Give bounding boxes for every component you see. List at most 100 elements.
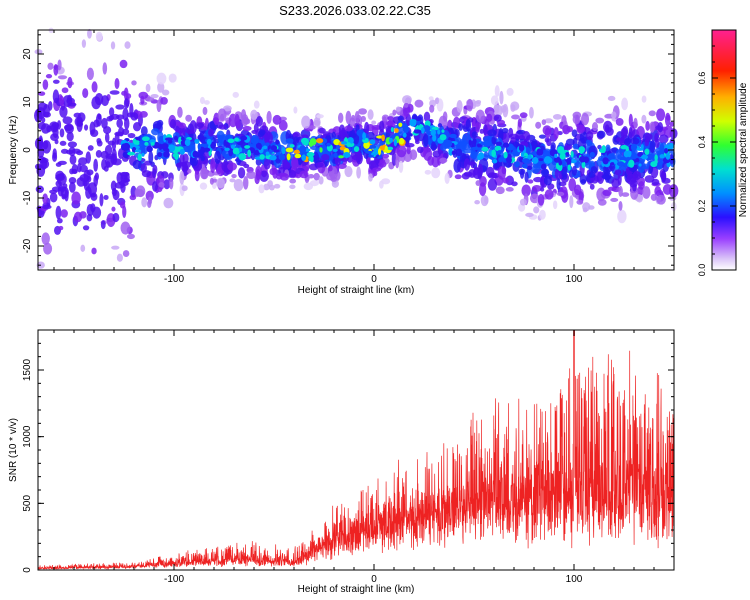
- spectrogram-cell: [74, 116, 83, 127]
- spectrogram-cell: [49, 192, 58, 203]
- spectrogram-cell: [644, 139, 650, 147]
- spectrogram-cell: [615, 118, 624, 126]
- spectrogram-cell: [194, 169, 200, 182]
- x-tick-label: 0: [371, 574, 377, 585]
- spectrogram-cell: [278, 120, 288, 131]
- spectrogram-cell: [432, 150, 441, 158]
- spectrogram-cell: [616, 161, 625, 167]
- spectrogram-cell: [387, 146, 394, 151]
- spectrogram-cell: [285, 147, 294, 153]
- spectrogram-cell: [158, 181, 165, 188]
- spectrogram-cell: [431, 144, 438, 151]
- spectrogram-cell: [127, 132, 136, 139]
- colorbar: 0.0 0.2 0.4 0.6 Normalized spectral amplitu…: [697, 29, 749, 276]
- spectrogram-cell: [169, 119, 177, 129]
- spectrogram-cell: [285, 138, 294, 144]
- spectrogram-cell: [458, 123, 463, 131]
- spectrogram-cell: [561, 190, 569, 203]
- spectrogram-cell: [644, 133, 653, 141]
- spectrogram-cell: [529, 106, 534, 119]
- spectrogram-cell: [103, 194, 109, 200]
- spectrogram-cell: [468, 139, 472, 146]
- spectrogram-cell: [247, 149, 251, 158]
- spectrogram-cell: [67, 76, 73, 89]
- spectrogram-cell: [299, 170, 309, 179]
- spectrogram-cell: [321, 153, 330, 161]
- spectrogram-cell: [597, 144, 602, 150]
- spectrogram-cell: [167, 144, 176, 152]
- spectrogram-cell: [580, 179, 587, 184]
- spectrogram-cell: [64, 189, 69, 202]
- spectrogram-cell: [365, 150, 373, 154]
- spectrogram-cell: [635, 157, 640, 163]
- spectrogram-cell: [576, 199, 584, 205]
- spectrogram-cell: [306, 152, 315, 157]
- spectrogram-cell: [45, 73, 53, 79]
- spectrogram-cell: [230, 144, 236, 150]
- spectrogram-cell: [381, 114, 390, 122]
- spectrogram-cell: [53, 63, 59, 76]
- spectrogram-cell: [471, 131, 478, 138]
- spectrogram-cell: [654, 159, 658, 165]
- spectrogram-cell: [363, 141, 370, 149]
- spectrogram-cell: [654, 154, 658, 162]
- spectrogram-cell: [472, 138, 477, 145]
- spectrogram-cell: [179, 148, 185, 155]
- spectrogram-cell: [265, 151, 270, 156]
- spectrogram-cell: [597, 130, 606, 139]
- spectrogram-cell: [607, 153, 614, 161]
- spectrogram-cell: [59, 105, 68, 118]
- spectrogram-cell: [301, 134, 309, 140]
- spectrogram-cell: [360, 115, 366, 122]
- spectrogram-cell: [573, 184, 582, 196]
- spectrogram-cell: [303, 182, 314, 191]
- spectrogram-cell: [231, 173, 237, 179]
- spectrogram-cell: [144, 141, 149, 146]
- spectrogram-cell: [163, 197, 174, 209]
- spectrogram-cell: [510, 104, 516, 112]
- colorbar-tick-label: 0.2: [697, 200, 707, 213]
- spectrogram-cell: [445, 140, 453, 147]
- spectrogram-cell: [134, 149, 142, 153]
- spectrogram-cell: [122, 250, 130, 257]
- spectrogram-cell: [85, 151, 91, 164]
- spectrogram-cell: [474, 200, 480, 205]
- spectrogram-cell: [119, 59, 128, 69]
- spectrogram-cell: [134, 188, 140, 198]
- spectrogram-cell: [283, 162, 291, 170]
- spectrogram-cell: [161, 143, 169, 150]
- y-tick-label: -20: [22, 238, 33, 253]
- spectrogram-cell: [463, 158, 471, 171]
- spectrogram-cell: [223, 139, 227, 147]
- spectrogram-cell: [34, 137, 43, 150]
- spectrogram-cell: [349, 117, 356, 127]
- spectrogram-cell: [527, 179, 534, 184]
- spectrogram-cell: [581, 161, 586, 169]
- spectrogram-cell: [398, 137, 405, 145]
- spectrogram-cell: [630, 186, 639, 200]
- spectrogram-cell: [91, 247, 97, 255]
- spectrogram-cell: [465, 119, 472, 132]
- spectrogram-cell: [557, 146, 565, 154]
- spectrogram-cell: [110, 41, 116, 50]
- spectrogram-cell: [108, 107, 115, 117]
- spectrogram-cell: [378, 140, 384, 147]
- spectrogram-cell: [395, 106, 401, 112]
- spectrogram-cell: [326, 172, 336, 181]
- spectrogram-cell: [156, 72, 167, 85]
- spectrogram-cell: [141, 152, 145, 157]
- spectrogram-cell: [543, 156, 552, 164]
- spectrogram-cell: [519, 112, 528, 119]
- spectrogram-cell: [429, 104, 435, 113]
- y-tick-label: 20: [22, 48, 33, 60]
- spectrogram-cell: [310, 145, 319, 151]
- spectrogram-cell: [502, 177, 510, 184]
- spectrogram-cell: [533, 206, 540, 214]
- spectrogram-cell: [356, 166, 361, 179]
- spectrogram-cell: [211, 178, 218, 183]
- spectrogram-cell: [269, 155, 277, 161]
- spectrogram-cell: [665, 152, 671, 160]
- spectrogram-cell: [64, 123, 74, 134]
- spectrogram-cell: [281, 147, 286, 155]
- spectrogram-cell: [402, 95, 412, 105]
